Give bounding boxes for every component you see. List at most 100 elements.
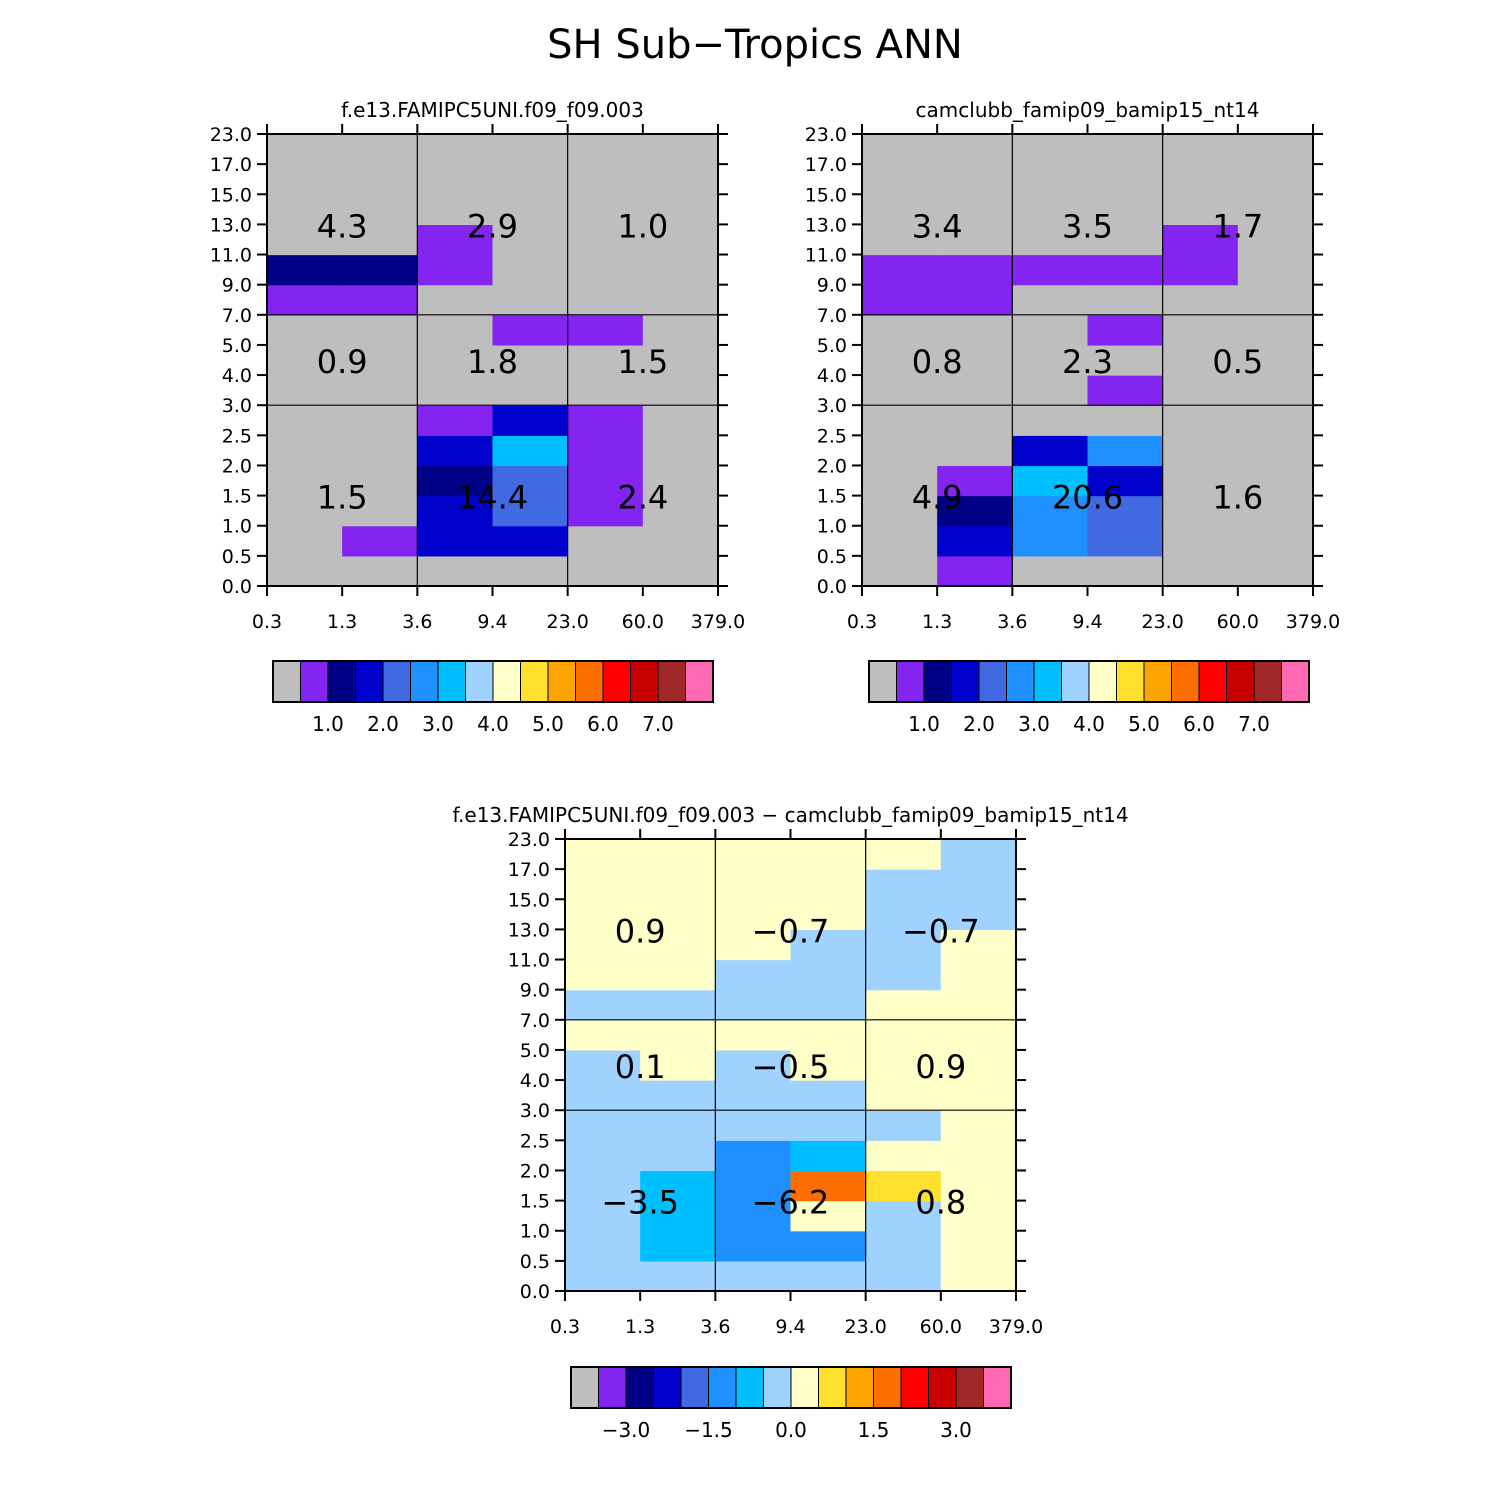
heatmap-cell bbox=[865, 1080, 942, 1111]
colorbar-swatch bbox=[763, 1366, 792, 1409]
heatmap-cell bbox=[865, 989, 942, 1021]
heatmap-cell bbox=[565, 869, 641, 900]
heatmap-cell bbox=[267, 134, 343, 165]
heatmap-cell bbox=[1162, 134, 1239, 165]
heatmap-cell bbox=[492, 405, 569, 436]
panel-title: f.e13.FAMIPC5UNI.f09_f09.003 − camclubb_… bbox=[452, 803, 1128, 827]
colorbar-label: −3.0 bbox=[602, 1418, 651, 1442]
heatmap-cell bbox=[937, 435, 1013, 467]
heatmap-cell bbox=[862, 224, 938, 256]
colorbar-swatch bbox=[1171, 660, 1200, 703]
heatmap-cell bbox=[342, 314, 418, 346]
colorbar-swatch bbox=[520, 660, 549, 703]
heatmap-cell bbox=[940, 1230, 1017, 1262]
heatmap-cell bbox=[640, 1019, 716, 1051]
heatmap-cell bbox=[640, 1200, 716, 1232]
heatmap-cell bbox=[640, 839, 716, 870]
colorbar-label: 6.0 bbox=[1183, 712, 1215, 736]
heatmap-cell bbox=[1087, 555, 1164, 587]
y-tick-label: 0.5 bbox=[222, 546, 252, 568]
heatmap-cell bbox=[417, 344, 494, 376]
x-tick-label: 23.0 bbox=[547, 611, 589, 633]
heatmap-cell bbox=[642, 224, 719, 256]
heatmap-cell bbox=[417, 134, 494, 165]
heatmap-cell bbox=[937, 465, 1013, 497]
colorbar-swatch bbox=[410, 660, 439, 703]
heatmap-cell bbox=[1162, 495, 1239, 527]
x-tick-label: 23.0 bbox=[1142, 611, 1184, 633]
heatmap-cell bbox=[642, 254, 719, 286]
heatmap-cell bbox=[492, 284, 569, 316]
x-tick-label: 60.0 bbox=[920, 1316, 962, 1338]
x-tick-label: 1.3 bbox=[922, 611, 952, 633]
heatmap-cell bbox=[1087, 375, 1164, 406]
box-total-label: 0.1 bbox=[615, 1048, 666, 1086]
heatmap-cell bbox=[565, 1080, 641, 1111]
heatmap-cell bbox=[790, 869, 867, 900]
heatmap-cell bbox=[715, 929, 792, 961]
heatmap-cell bbox=[1087, 344, 1164, 376]
x-tick-label: 0.3 bbox=[252, 611, 282, 633]
heatmap-cell bbox=[417, 194, 494, 225]
heatmap-cell bbox=[1162, 465, 1239, 497]
heatmap-cell bbox=[567, 164, 644, 195]
heatmap-cell bbox=[862, 344, 938, 376]
y-tick-label: 1.0 bbox=[520, 1221, 550, 1243]
heatmap-cell bbox=[342, 495, 418, 527]
heatmap-cell bbox=[267, 435, 343, 467]
heatmap-cell bbox=[862, 525, 938, 557]
heatmap-cell bbox=[937, 344, 1013, 376]
heatmap-cell bbox=[940, 1260, 1017, 1292]
heatmap-cell bbox=[565, 989, 641, 1021]
heatmap-cell bbox=[940, 929, 1017, 961]
colorbar-swatch bbox=[1116, 660, 1145, 703]
colorbar-swatch bbox=[923, 660, 952, 703]
colorbar-swatch bbox=[355, 660, 384, 703]
heatmap-cell bbox=[1012, 344, 1089, 376]
y-tick-label: 5.0 bbox=[520, 1040, 550, 1062]
heatmap-cell bbox=[790, 959, 867, 991]
heatmap-cell bbox=[642, 555, 719, 587]
panel-2: 0.3 1.3 3.6 9.4 23.0 60.0 379.0 0.0 0.5 1.0 1.5 2.0… bbox=[805, 98, 1341, 736]
y-tick-label: 5.0 bbox=[817, 335, 847, 357]
x-tick-label: 379.0 bbox=[691, 611, 745, 633]
y-tick-label: 17.0 bbox=[508, 859, 550, 881]
box-total-label: 2.3 bbox=[1062, 343, 1113, 381]
heatmap-cell bbox=[640, 1140, 716, 1172]
heatmap-cell bbox=[937, 375, 1013, 406]
x-tick-label: 1.3 bbox=[625, 1316, 655, 1338]
heatmap-cell bbox=[567, 525, 644, 557]
heatmap-cell bbox=[567, 555, 644, 587]
colorbar-label: 1.0 bbox=[908, 712, 940, 736]
heatmap-cell bbox=[937, 314, 1013, 346]
heatmap-cell bbox=[790, 1170, 867, 1202]
heatmap-cell bbox=[642, 465, 719, 497]
heatmap-cell bbox=[640, 989, 716, 1021]
heatmap-cell bbox=[937, 525, 1013, 557]
heatmap-cell bbox=[1162, 555, 1239, 587]
heatmap-cell bbox=[492, 525, 569, 557]
heatmap-cell bbox=[1237, 555, 1314, 587]
heatmap-cell bbox=[790, 1019, 867, 1051]
heatmap-cell bbox=[1012, 495, 1089, 527]
heatmap-cell bbox=[937, 284, 1013, 316]
y-tick-label: 2.5 bbox=[222, 425, 252, 447]
heatmap-cell bbox=[642, 344, 719, 376]
heatmap-cell bbox=[790, 1110, 867, 1141]
heatmap-cell bbox=[1237, 314, 1314, 346]
heatmap-cell bbox=[640, 1049, 716, 1081]
colorbar-swatch bbox=[1033, 660, 1062, 703]
heatmap-cell bbox=[1162, 254, 1239, 286]
y-tick-label: 0.0 bbox=[817, 576, 847, 598]
y-tick-label: 9.0 bbox=[520, 980, 550, 1002]
colorbar-swatch bbox=[437, 660, 466, 703]
box-total-label: 1.0 bbox=[617, 207, 668, 245]
heatmap-cell bbox=[865, 1019, 942, 1051]
heatmap-cell bbox=[790, 1230, 867, 1262]
heatmap-cell bbox=[267, 164, 343, 195]
heatmap-cell bbox=[1012, 224, 1089, 256]
colorbar-label: 1.0 bbox=[312, 712, 344, 736]
heatmap-cell bbox=[715, 1110, 792, 1141]
heatmap-cell bbox=[417, 314, 494, 346]
